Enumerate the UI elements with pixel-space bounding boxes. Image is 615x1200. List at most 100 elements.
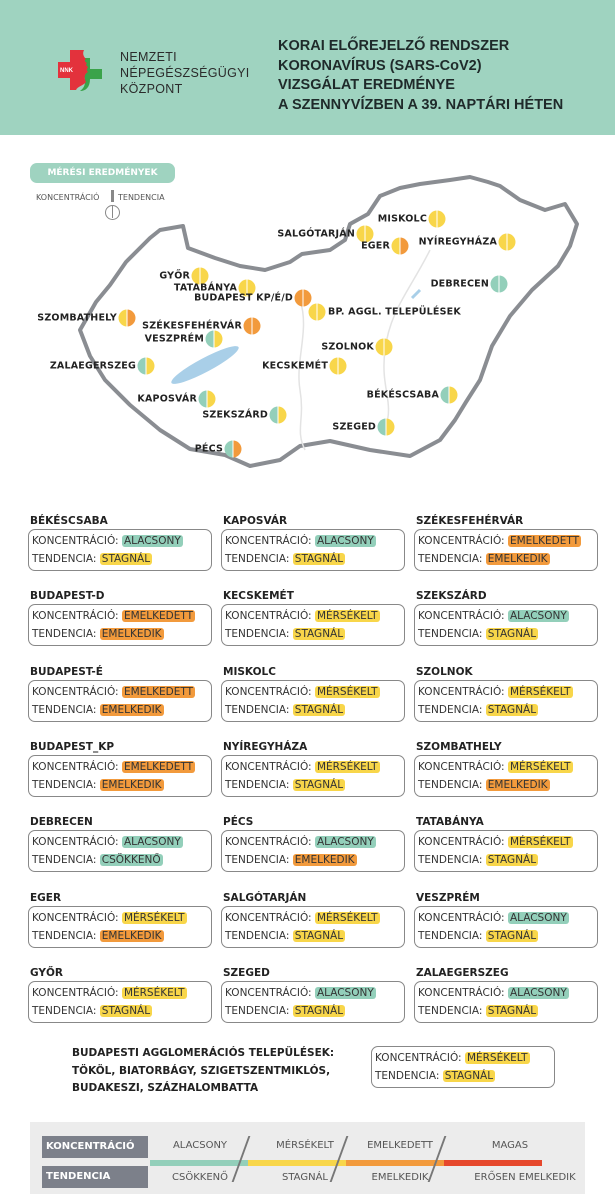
legend-trend-title: TENDENCIA [42, 1166, 148, 1188]
concentration-row: KONCENTRÁCIÓ: ALACSONY [32, 833, 208, 851]
key-trend-label: TENDENCIA [118, 193, 165, 202]
concentration-row: KONCENTRÁCIÓ: MÉRSÉKELT [225, 607, 401, 625]
trend-value: STAGNÁL [442, 1070, 496, 1082]
trend-value: STAGNÁL [485, 1004, 539, 1017]
map-city-label: GYŐR [159, 270, 190, 282]
trend-row: TENDENCIA: STAGNÁL [225, 776, 401, 794]
concentration-label: KONCENTRÁCIÓ: [32, 610, 119, 623]
concentration-label: KONCENTRÁCIÓ: [225, 610, 312, 623]
trend-label: TENDENCIA: [32, 778, 97, 791]
trend-row: TENDENCIA: EMELKEDIK [32, 625, 208, 643]
map-city-label: VESZPRÉM [144, 333, 204, 345]
trend-value: STAGNÁL [292, 628, 346, 641]
trend-row: TENDENCIA: STAGNÁL [225, 701, 401, 719]
concentration-value: MÉRSÉKELT [507, 685, 573, 698]
map-marker [391, 237, 409, 255]
concentration-row: KONCENTRÁCIÓ: ALACSONY [225, 833, 401, 851]
nnk-logo: NNK [58, 50, 102, 91]
trend-label: TENDENCIA: [418, 778, 483, 791]
legend-trend-level: EMELKEDIK [371, 1172, 429, 1183]
concentration-row: KONCENTRÁCIÓ: MÉRSÉKELT [32, 984, 208, 1002]
map-marker [377, 418, 395, 436]
concentration-label: KONCENTRÁCIÓ: [225, 685, 312, 698]
title-line: KORAI ELŐREJELZŐ RENDSZER [278, 38, 510, 54]
result-card: KONCENTRÁCIÓ: MÉRSÉKELT TENDENCIA: EMELKE… [414, 754, 598, 797]
legend-color-segment [346, 1160, 444, 1166]
result-card: KONCENTRÁCIÓ: ALACSONY TENDENCIA: STAGNÁL [221, 529, 405, 571]
legend-trend-level: ERŐSEN EMELKEDIK [474, 1172, 576, 1183]
city-title: SZEKSZÁRD [416, 590, 487, 603]
result-card: KONCENTRÁCIÓ: MÉRSÉKELT TENDENCIA: STAGNÁ… [371, 1046, 555, 1088]
concentration-row: KONCENTRÁCIÓ: ALACSONY [225, 532, 401, 550]
map-city-label: PÉCS [194, 443, 223, 455]
concentration-row: KONCENTRÁCIÓ: MÉRSÉKELT [418, 683, 594, 701]
trend-half [499, 275, 508, 293]
trend-row: TENDENCIA: EMELKEDIK [32, 701, 208, 719]
trend-value: EMELKEDIK [485, 778, 550, 791]
trend-label: TENDENCIA: [418, 1004, 483, 1017]
agglomeration-title: BUDAPESTI AGGLOMERÁCIÓS TELEPÜLÉSEK: [72, 1047, 335, 1059]
city-title: BUDAPEST-É [30, 665, 103, 678]
concentration-row: KONCENTRÁCIÓ: EMELKEDETT [418, 532, 594, 550]
concentration-row: KONCENTRÁCIÓ: EMELKEDETT [32, 607, 208, 625]
map-marker [118, 309, 136, 327]
map-city-label: KECSKEMÉT [262, 360, 328, 372]
concentration-row: KONCENTRÁCIÓ: MÉRSÉKELT [225, 683, 401, 701]
concentration-value: ALACSONY [507, 610, 569, 623]
trend-row: TENDENCIA: EMELKEDIK [32, 927, 208, 945]
concentration-row: KONCENTRÁCIÓ: ALACSONY [418, 607, 594, 625]
concentration-half [428, 210, 438, 228]
map-city-label: DEBRECEN [430, 278, 489, 290]
concentration-label: KONCENTRÁCIÓ: [418, 685, 505, 698]
concentration-value: ALACSONY [507, 986, 569, 999]
concentration-half [377, 418, 387, 436]
concentration-value: MÉRSÉKELT [314, 760, 380, 773]
trend-half [384, 338, 393, 356]
key-concentration-label: KONCENTRÁCIÓ [36, 193, 100, 202]
concentration-label: KONCENTRÁCIÓ: [375, 1052, 462, 1064]
trend-value: EMELKEDIK [99, 628, 164, 641]
map-marker [191, 267, 209, 285]
concentration-value: ALACSONY [121, 535, 183, 547]
trend-label: TENDENCIA: [32, 1004, 97, 1017]
trend-value: CSÖKKENŐ [99, 854, 163, 867]
concentration-half [294, 289, 304, 307]
concentration-row: KONCENTRÁCIÓ: MÉRSÉKELT [375, 1049, 551, 1067]
concentration-value: MÉRSÉKELT [314, 685, 380, 698]
map-marker [243, 317, 261, 335]
concentration-value: ALACSONY [314, 986, 376, 999]
concentration-value: MÉRSÉKELT [314, 911, 380, 924]
concentration-half [198, 390, 208, 408]
org-line: NÉPEGÉSZSÉGÜGYI [120, 66, 250, 80]
legend-color-segment [444, 1160, 542, 1166]
city-title: PÉCS [223, 816, 254, 829]
concentration-value: MÉRSÉKELT [121, 986, 187, 999]
result-card: KONCENTRÁCIÓ: ALACSONY TENDENCIA: STAGNÁL [414, 980, 598, 1023]
org-line: NEMZETI [120, 50, 177, 64]
trend-row: TENDENCIA: STAGNÁL [225, 625, 401, 643]
trend-row: TENDENCIA: STAGNÁL [418, 625, 594, 643]
city-title: KAPOSVÁR [223, 515, 288, 527]
legend-concentration-level: MÉRSÉKELT [276, 1140, 334, 1151]
concentration-row: KONCENTRÁCIÓ: ALACSONY [225, 984, 401, 1002]
legend-trend-level: STAGNÁL [282, 1172, 328, 1183]
trend-value: EMELKEDIK [99, 703, 164, 716]
concentration-row: KONCENTRÁCIÓ: MÉRSÉKELT [418, 833, 594, 851]
map-city-label: ZALAEGERSZEG [49, 360, 136, 372]
concentration-half [308, 303, 318, 321]
result-card: KONCENTRÁCIÓ: EMELKEDETT TENDENCIA: EMELK… [28, 754, 212, 797]
map-city-label: SZOMBATHELY [37, 312, 117, 324]
map-city-label: KAPOSVÁR [137, 393, 197, 405]
concentration-label: KONCENTRÁCIÓ: [32, 911, 119, 924]
map-marker [375, 338, 393, 356]
trend-row: TENDENCIA: STAGNÁL [375, 1067, 551, 1085]
result-card: KONCENTRÁCIÓ: ALACSONY TENDENCIA: STAGNÁL [414, 604, 598, 647]
trend-half [127, 309, 136, 327]
map-marker [198, 390, 216, 408]
concentration-half [329, 357, 339, 375]
trend-value: STAGNÁL [99, 553, 153, 565]
trend-half [233, 440, 242, 458]
result-card: KONCENTRÁCIÓ: ALACSONY TENDENCIA: EMELKED… [221, 830, 405, 873]
concentration-half [498, 233, 508, 251]
org-line: KÖZPONT [120, 82, 183, 96]
